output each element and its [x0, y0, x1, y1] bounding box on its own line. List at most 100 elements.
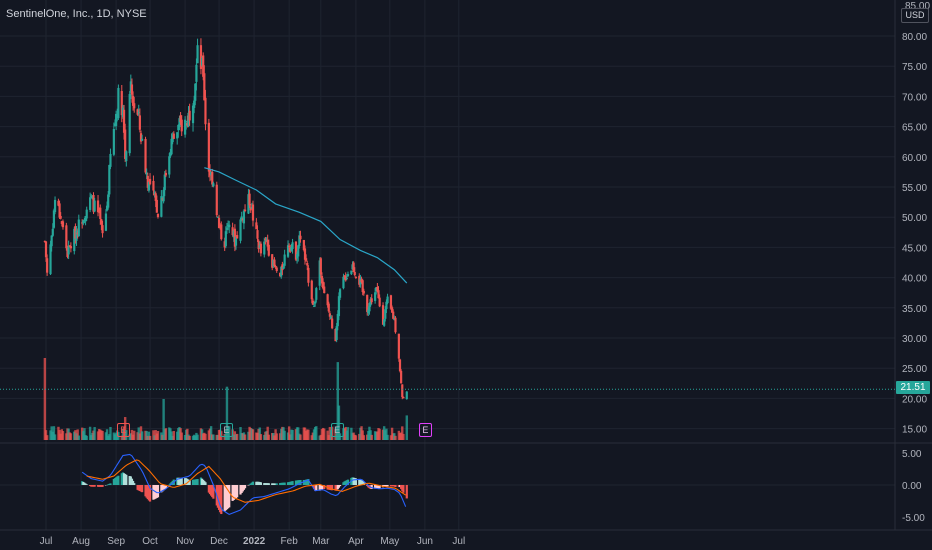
macd-hist-bar	[370, 485, 373, 489]
candle-body	[196, 45, 199, 64]
volume-bar	[69, 433, 73, 440]
macd-hist-bar	[335, 485, 338, 491]
candle-body	[84, 216, 87, 222]
time-axis[interactable]: Jul Aug Sep Oct Nov Dec 2022 Feb Mar Apr May Jun Jul	[40, 536, 466, 547]
volume-bar	[402, 433, 405, 440]
candle-body	[401, 384, 404, 398]
macd-hist-bar	[344, 480, 347, 485]
candle-body	[217, 217, 221, 228]
macd-hist-bar	[242, 485, 246, 490]
candle-body	[156, 213, 160, 217]
macd-hist-bar	[329, 485, 333, 491]
earnings-marker[interactable]: E	[116, 423, 130, 437]
macd-hist-bar	[217, 485, 221, 510]
macd-hist-bar	[122, 473, 126, 485]
macd-hist-bar	[243, 485, 247, 489]
macd-hist-bar	[307, 479, 310, 485]
candle-body	[232, 230, 235, 238]
candle-body	[216, 216, 220, 218]
candle-body	[297, 245, 300, 257]
candle-body	[179, 115, 182, 122]
macd-hist-bar	[231, 485, 234, 501]
volume-bar	[52, 426, 56, 440]
candle-body	[331, 318, 334, 329]
time-tick-label: Feb	[281, 536, 299, 547]
earnings-marker[interactable]: E	[330, 423, 344, 437]
volume-bar	[315, 426, 318, 440]
macd-hist-bar	[199, 477, 203, 485]
candle-body	[52, 210, 56, 228]
volume-bar	[44, 430, 48, 440]
candle-body	[153, 192, 156, 194]
macd-hist-bar	[133, 483, 136, 485]
volume-bar	[401, 426, 404, 440]
macd-hist-bar	[282, 482, 285, 485]
time-tick-label: May	[380, 536, 399, 547]
earnings-marker[interactable]: E	[219, 423, 233, 437]
candle-body	[289, 247, 292, 252]
macd-hist-bar	[318, 485, 321, 491]
macd-hist-bar	[219, 485, 222, 513]
symbol-title[interactable]: SentinelOne, Inc., 1D, NYSE	[6, 8, 147, 20]
macd-hist-bar	[91, 485, 94, 487]
price-axis[interactable]: 85.00 80.00 75.00 70.00 65.00 60.00 55.00 50.00…	[902, 1, 930, 436]
macd-hist-bar	[311, 485, 315, 487]
macd-hist-bar	[128, 476, 131, 485]
candle-body	[120, 91, 123, 116]
candle-body	[314, 301, 317, 304]
macd-hist-bar	[385, 485, 388, 487]
candle-body	[109, 153, 112, 167]
volume-bar	[109, 426, 112, 440]
macd-hist-bar	[224, 485, 227, 511]
volume-bar	[235, 433, 239, 440]
macd-hist-bar	[98, 485, 101, 487]
macd-hist-bar	[319, 485, 322, 491]
macd-hist-bar	[321, 485, 325, 489]
candle-body	[400, 370, 403, 384]
macd-hist-bar	[240, 485, 243, 493]
candle-body	[96, 200, 100, 213]
volume-bar	[85, 435, 88, 440]
candle-body	[170, 138, 173, 155]
candle-body	[283, 254, 286, 266]
candle-body	[249, 207, 252, 211]
price-tick-label: 70.00	[902, 92, 927, 103]
candle-body	[122, 109, 126, 133]
macd-hist-bar	[294, 480, 298, 485]
candle-body	[168, 156, 171, 175]
macd-hist-bar	[93, 485, 96, 487]
macd-hist-bar	[405, 485, 408, 499]
candle-body	[195, 64, 198, 82]
macd-tick-label: -5.00	[902, 513, 925, 524]
candle-body	[199, 45, 203, 69]
macd-hist-bar	[141, 485, 144, 493]
volume-bar	[43, 358, 47, 440]
candle-body	[129, 81, 132, 93]
macd-hist-bar	[236, 485, 239, 498]
macd-hist-bar	[338, 485, 342, 487]
macd-hist-bar	[299, 480, 302, 485]
candle-body	[76, 232, 79, 235]
price-tick-label: 85.00	[905, 1, 930, 12]
candle-body	[306, 262, 309, 266]
macd-hist-bar	[303, 479, 307, 485]
currency-badge[interactable]: USD	[901, 8, 929, 23]
macd-hist-bar	[258, 482, 261, 485]
volume-bar	[259, 434, 263, 440]
price-tick-label: 80.00	[902, 32, 927, 43]
candle-body	[108, 164, 111, 195]
macd-hist-bar	[302, 479, 305, 485]
candle-body	[251, 204, 255, 221]
candle-body	[376, 286, 379, 292]
macd-hist-bar	[353, 478, 356, 485]
volume-bar	[225, 386, 229, 440]
macd-axis[interactable]: 5.00 0.00 -5.00	[902, 449, 925, 524]
volume-bar	[147, 431, 151, 440]
macd-hist-bar	[272, 483, 275, 485]
macd-hist-bar	[266, 483, 269, 485]
macd-hist-bar	[343, 481, 346, 485]
macd-hist-bar	[274, 483, 277, 485]
candle-body	[299, 235, 302, 240]
earnings-marker[interactable]: E	[418, 423, 432, 437]
